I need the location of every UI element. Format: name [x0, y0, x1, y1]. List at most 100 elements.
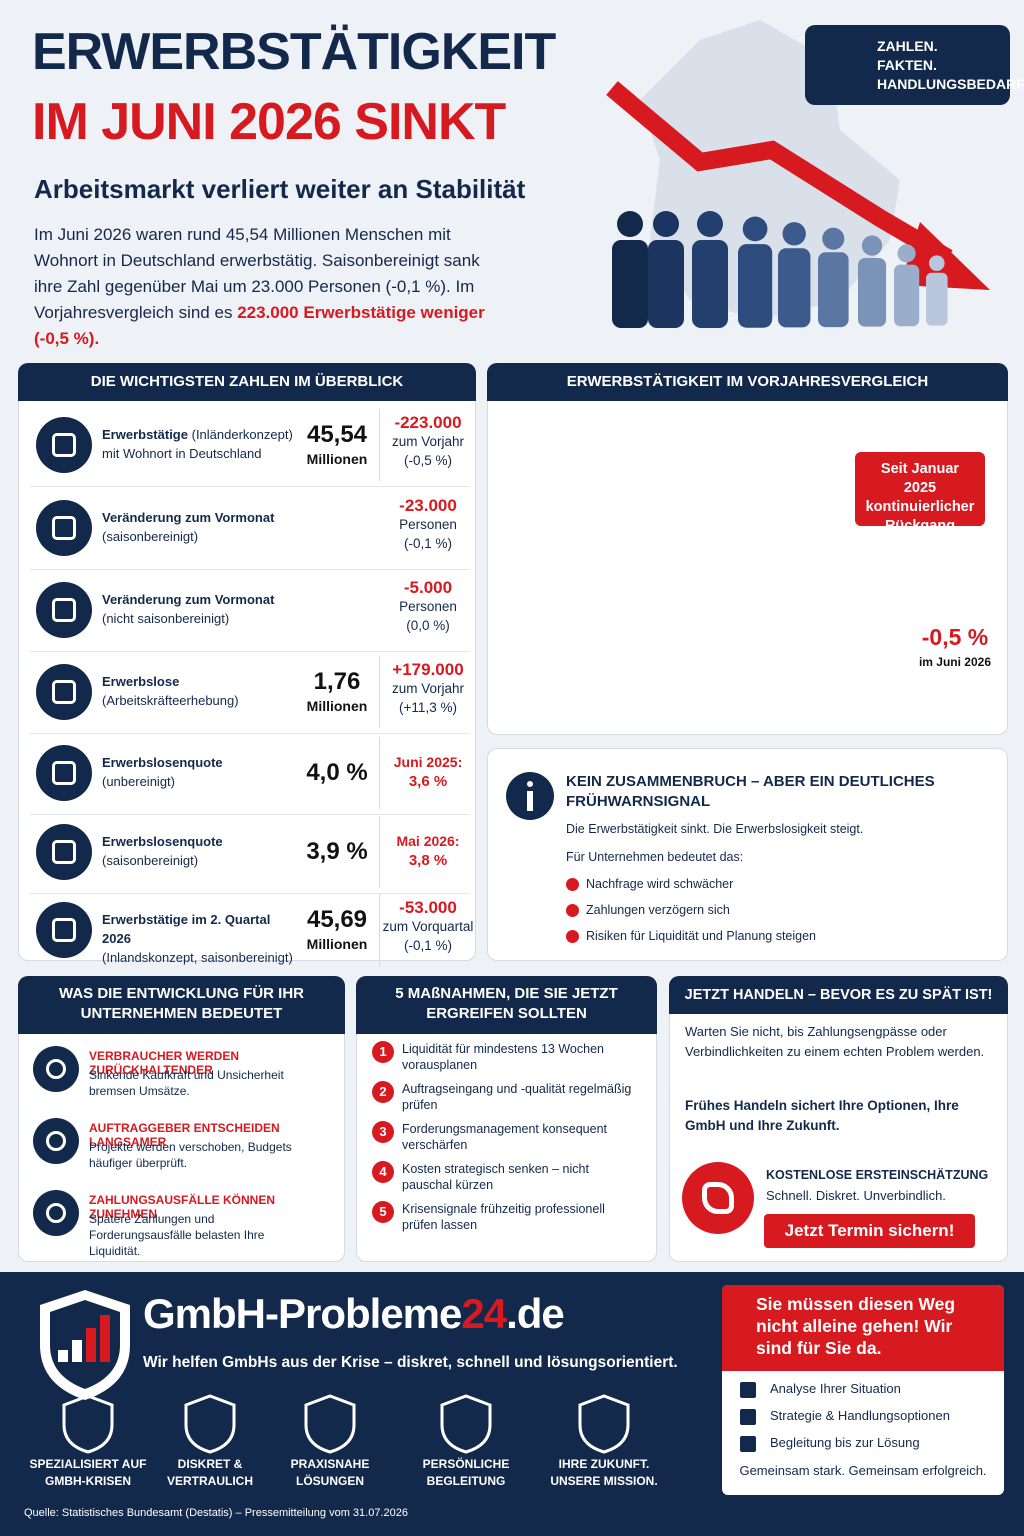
row-label: Veränderung zum Vormonat (nicht saisonber…: [102, 590, 302, 628]
intro: Im Juni 2026 waren rund 45,54 Millionen …: [34, 222, 504, 352]
warning-item: Nachfrage wird schwächer: [586, 877, 734, 891]
row-change: -53.000 zum Vorquartal (-0,1 %): [382, 898, 474, 955]
latest-note: im Juni 2026: [918, 655, 992, 669]
row-icon: [36, 664, 92, 720]
brand-tld: .de: [506, 1290, 565, 1337]
row-icon-glyph: [52, 840, 76, 864]
row-change-note: Personen: [399, 599, 457, 614]
checkbox: [740, 1436, 756, 1452]
row-change-note: zum Vorjahr: [391, 681, 465, 696]
row-value: 3,9 %: [306, 838, 368, 865]
measures-title: 5 MAßNAHMEN, DIE SIE JETZT ERGREIFEN SOL…: [356, 976, 657, 1034]
row-label: Erwerbslosenquote (saisonbereinigt): [102, 832, 302, 870]
feature-label: SPEZIALISIERT AUF GMBH-KRISEN: [29, 1457, 147, 1488]
arrow-head: [900, 222, 990, 290]
row-label: Erwerbslosenquote (unbereinigt): [102, 753, 302, 791]
row-icon-glyph: [52, 516, 76, 540]
person-head: [742, 216, 768, 242]
row-change-value: -53.000: [399, 898, 457, 917]
row-divider: [379, 656, 380, 728]
row-icon-glyph: [52, 918, 76, 942]
shield-bar: [72, 1340, 82, 1362]
row-unit: Millionen: [306, 698, 368, 714]
cta-button[interactable]: Jetzt Termin sichern!: [764, 1214, 975, 1248]
row-change-pct: (-0,1 %): [403, 536, 452, 551]
info-icon-stem: [527, 791, 533, 811]
checkbox: [740, 1382, 756, 1398]
row-sub: mit Wohnort in Deutschland: [102, 446, 262, 461]
measure-text: Forderungsmanagement konsequent verschär…: [402, 1122, 607, 1152]
intro-highlight: 223.000 Erwerbstätige weniger (-0,5 %).: [34, 303, 485, 348]
row-label-main: Erwerbslosenquote: [102, 755, 223, 770]
row-icon-glyph: [52, 680, 76, 704]
row-icon: [36, 417, 92, 473]
row-divider: [379, 737, 380, 809]
check-icon: [566, 930, 579, 943]
overview-title: DIE WICHTIGSTEN ZAHLEN IM ÜBERBLICK: [18, 363, 476, 401]
measure-number: 1: [372, 1041, 394, 1063]
check-item: Begleitung bis zur Lösung: [770, 1435, 920, 1450]
row-change-note: Personen: [399, 517, 457, 532]
row-separator: [30, 651, 470, 652]
row-icon-glyph: [52, 761, 76, 785]
phone-glyph: [702, 1182, 734, 1214]
feature-icon: [440, 1394, 492, 1454]
person-body: [858, 258, 887, 327]
source: Quelle: Statistisches Bundesamt (Destati…: [24, 1507, 408, 1519]
warning-panel: [487, 748, 1008, 961]
measure-text: Krisensignale frühzeitig professionell p…: [402, 1202, 605, 1232]
annotation-box: Seit Januar 2025 kontinuierlicher Rückga…: [855, 452, 985, 534]
feature-label: PERSÖNLICHE BEGLEITUNG: [422, 1457, 510, 1488]
row-label: Erwerbstätige (Inländerkonzept) mit Wohno…: [102, 425, 302, 463]
row-change-pct: (+11,3 %): [399, 700, 457, 715]
warning-title: KEIN ZUSAMMENBRUCH – ABER EIN DEUTLICHES…: [566, 773, 935, 810]
row-change-value: Juni 2025:: [393, 754, 463, 770]
feature-icon: [184, 1394, 236, 1454]
row-value: 45,54: [306, 421, 368, 448]
row-divider: [379, 409, 380, 481]
tagline: Wir helfen GmbHs aus der Krise – diskret…: [143, 1354, 678, 1371]
row-change-value: Mai 2026:: [396, 833, 460, 849]
person-head: [861, 235, 883, 256]
row-label-main: Erwerbstätige: [102, 427, 188, 442]
badge-line: FAKTEN.: [877, 57, 937, 73]
measure-number: 4: [372, 1161, 394, 1183]
checkbox: [740, 1409, 756, 1425]
measure-number: 5: [372, 1201, 394, 1223]
feature-label: DISKRET & VERTRAULICH: [167, 1457, 253, 1488]
row-icon-glyph: [52, 598, 76, 622]
row-label: Erwerbslose (Arbeitskräfteerhebung): [102, 672, 302, 710]
measure-text: Kosten strategisch senken – nicht pausch…: [402, 1162, 589, 1192]
row-sub: (saisonbereinigt): [102, 853, 199, 868]
row-sub: (unbereinigt): [102, 774, 175, 789]
badge: [805, 25, 1010, 105]
row-label: Veränderung zum Vormonat (saisonbereinigt…: [102, 508, 302, 546]
badge-line: ZAHLEN.: [877, 38, 938, 54]
check-item: Strategie & Handlungsoptionen: [770, 1408, 950, 1423]
row-sub: (Arbeitskräfteerhebung): [102, 693, 239, 708]
cta-title: KOSTENLOSE ERSTEINSCHÄTZUNG: [766, 1168, 989, 1182]
row-icon: [36, 500, 92, 556]
measure-number: 3: [372, 1121, 394, 1143]
feature-icon: [62, 1394, 114, 1454]
row-sub: (nicht saisonbereinigt): [102, 611, 230, 626]
row-unit: Millionen: [306, 451, 368, 467]
title-line2: IM JUNI 2026 SINKT: [32, 93, 506, 151]
warning-item: Zahlungen verzögern sich: [586, 903, 730, 917]
row-separator: [30, 569, 470, 570]
row-value: 45,69: [306, 906, 368, 933]
info-icon-dot: [527, 781, 533, 787]
row-change: Juni 2025: 3,6 %: [382, 753, 474, 791]
row-change-pct: 3,6 %: [408, 773, 448, 790]
row-icon: [36, 745, 92, 801]
person-body: [648, 240, 684, 328]
row-icon: [36, 582, 92, 638]
check-icon: [566, 878, 579, 891]
row-label-main: Erwerbstätige im 2. Quartal 2026: [102, 912, 271, 946]
badge-line: HANDLUNGSBEDARF.: [877, 76, 1024, 92]
feature-label: IHRE ZUKUNFT. UNSERE MISSION.: [550, 1457, 658, 1488]
warning-item: Risiken für Liquidität und Planung steig…: [586, 929, 817, 943]
action-title: JETZT HANDELN – BEVOR ES ZU SPÄT IST!: [669, 976, 1008, 1014]
cta-text: Schnell. Diskret. Unverbindlich.: [766, 1188, 946, 1203]
